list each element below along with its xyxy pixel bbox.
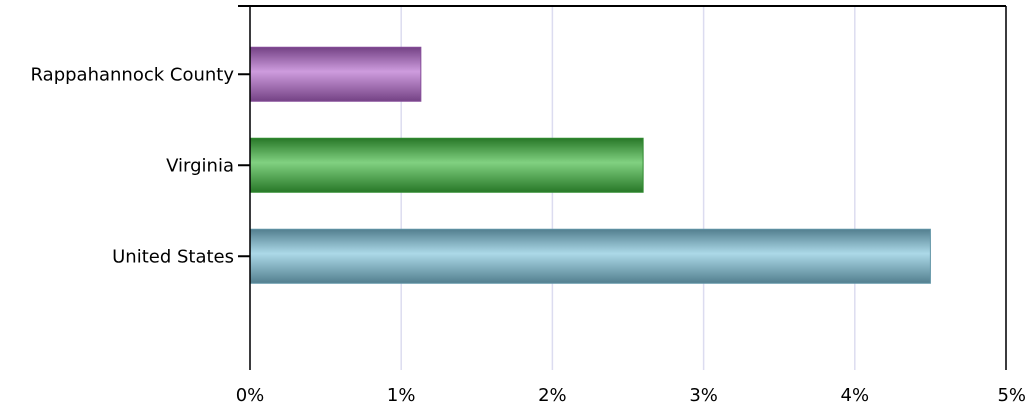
x-tick-label: 5% <box>997 385 1026 406</box>
x-tick-label: 1% <box>387 385 416 406</box>
bar-rappahannock-county <box>249 46 422 102</box>
bars <box>249 46 931 284</box>
labels: Rappahannock County Virginia United States… <box>31 64 1026 406</box>
axes <box>238 5 1007 370</box>
x-tick-label: 0% <box>236 385 265 406</box>
category-label: United States <box>112 246 234 267</box>
x-tick-label: 3% <box>689 385 718 406</box>
category-label: Virginia <box>166 155 234 176</box>
x-tick-label: 2% <box>538 385 567 406</box>
category-label: Rappahannock County <box>31 64 235 85</box>
x-tick-label: 4% <box>841 385 870 406</box>
bar-united-states <box>249 228 931 284</box>
bar-virginia <box>249 137 644 193</box>
